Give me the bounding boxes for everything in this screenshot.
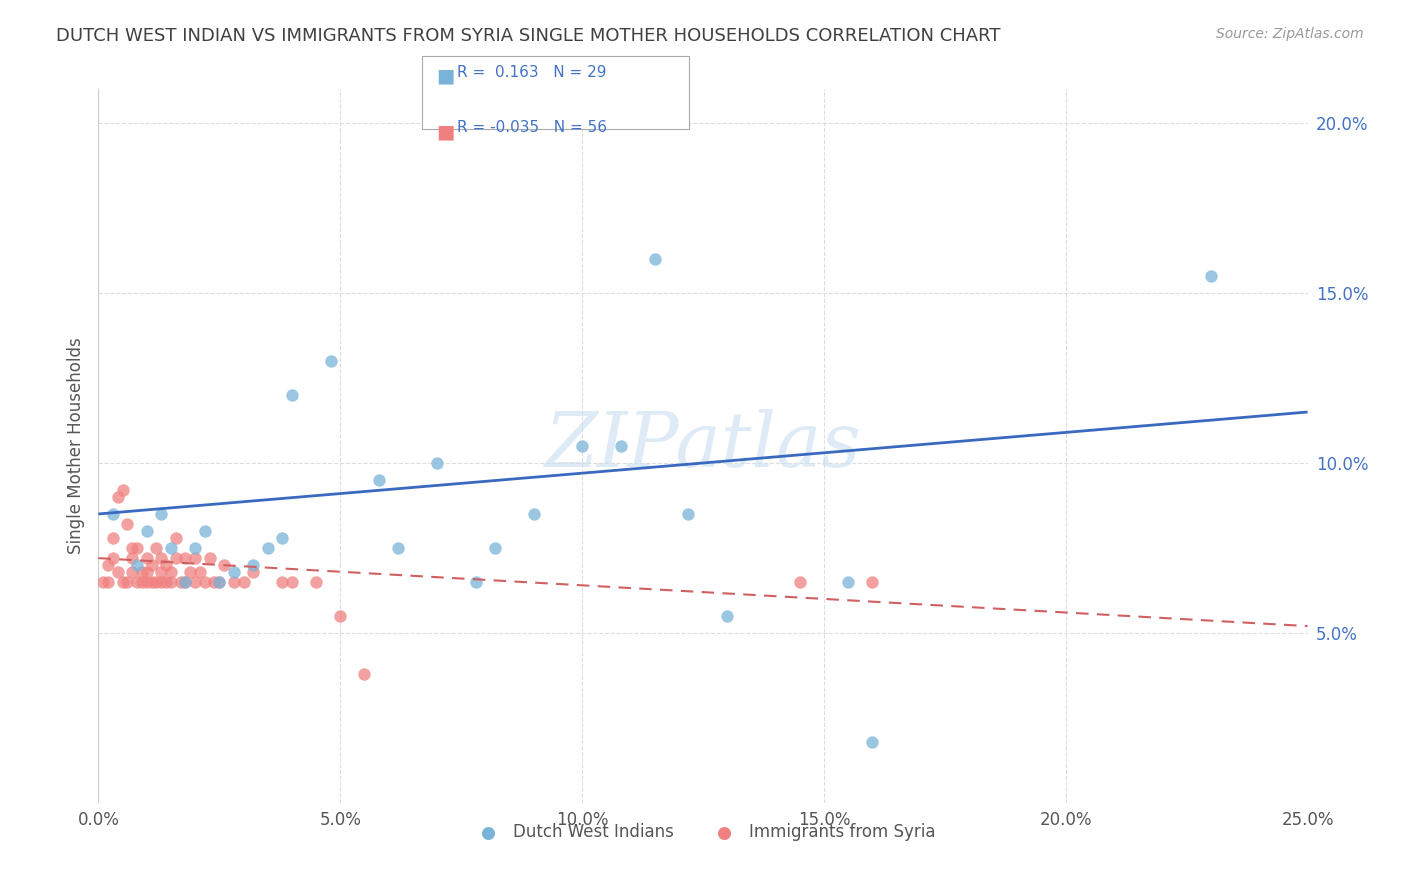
Point	[484, 541, 506, 555]
Point	[111, 574, 134, 589]
Point	[135, 524, 157, 538]
Point	[194, 524, 217, 538]
Point	[97, 574, 120, 589]
Point	[184, 551, 207, 566]
Point	[174, 574, 197, 589]
Point	[232, 574, 254, 589]
Point	[523, 507, 546, 521]
Text: DUTCH WEST INDIAN VS IMMIGRANTS FROM SYRIA SINGLE MOTHER HOUSEHOLDS CORRELATION : DUTCH WEST INDIAN VS IMMIGRANTS FROM SYR…	[56, 27, 1001, 45]
Point	[131, 565, 153, 579]
Point	[160, 565, 183, 579]
Point	[150, 551, 173, 566]
Point	[150, 507, 173, 521]
Point	[135, 565, 157, 579]
Point	[222, 565, 245, 579]
Point	[141, 558, 163, 572]
Point	[305, 574, 328, 589]
Point	[184, 574, 207, 589]
Point	[271, 574, 294, 589]
Point	[319, 354, 342, 368]
Point	[644, 252, 666, 266]
Point	[353, 666, 375, 681]
Point	[837, 574, 859, 589]
Point	[242, 565, 264, 579]
Point	[271, 531, 294, 545]
Point	[242, 558, 264, 572]
Text: Source: ZipAtlas.com: Source: ZipAtlas.com	[1216, 27, 1364, 41]
Point	[204, 574, 226, 589]
Point	[256, 541, 278, 555]
Y-axis label: Single Mother Households: Single Mother Households	[66, 338, 84, 554]
Point	[155, 558, 177, 572]
Point	[127, 541, 149, 555]
Point	[1199, 269, 1222, 284]
Point	[387, 541, 409, 555]
Point	[150, 565, 173, 579]
Point	[426, 456, 449, 470]
Point	[571, 439, 593, 453]
Point	[212, 558, 235, 572]
Point	[208, 574, 231, 589]
Point	[121, 551, 143, 566]
Point	[165, 531, 187, 545]
Point	[121, 565, 143, 579]
Point	[135, 551, 157, 566]
Point	[716, 608, 738, 623]
Point	[198, 551, 221, 566]
Point	[145, 541, 167, 555]
Point	[165, 551, 187, 566]
Point	[281, 574, 304, 589]
Point	[107, 565, 129, 579]
Point	[135, 574, 157, 589]
Point	[179, 565, 201, 579]
Point	[174, 551, 197, 566]
Point	[160, 541, 183, 555]
Point	[117, 517, 139, 532]
Point	[222, 574, 245, 589]
Point	[121, 541, 143, 555]
Point	[117, 574, 139, 589]
Point	[127, 558, 149, 572]
Text: ZIPatlas: ZIPatlas	[544, 409, 862, 483]
Point	[174, 574, 197, 589]
Point	[101, 507, 124, 521]
Point	[860, 574, 883, 589]
Point	[464, 574, 486, 589]
Point	[281, 388, 304, 402]
Point	[127, 574, 149, 589]
Point	[678, 507, 700, 521]
Point	[208, 574, 231, 589]
Point	[131, 574, 153, 589]
Point	[150, 574, 173, 589]
Text: R = -0.035   N = 56: R = -0.035 N = 56	[457, 120, 607, 136]
Point	[111, 483, 134, 498]
Point	[91, 574, 114, 589]
Legend: Dutch West Indians, Immigrants from Syria: Dutch West Indians, Immigrants from Syri…	[464, 817, 942, 848]
Point	[101, 531, 124, 545]
Point	[145, 574, 167, 589]
Point	[97, 558, 120, 572]
Text: ■: ■	[436, 67, 454, 86]
Point	[610, 439, 633, 453]
Text: R =  0.163   N = 29: R = 0.163 N = 29	[457, 65, 606, 80]
Point	[141, 574, 163, 589]
Point	[160, 574, 183, 589]
Point	[329, 608, 352, 623]
Point	[860, 734, 883, 748]
Point	[169, 574, 191, 589]
Point	[107, 490, 129, 504]
Point	[184, 541, 207, 555]
Point	[188, 565, 211, 579]
Text: ■: ■	[436, 122, 454, 141]
Point	[155, 574, 177, 589]
Point	[368, 473, 391, 487]
Point	[789, 574, 811, 589]
Point	[194, 574, 217, 589]
Point	[101, 551, 124, 566]
